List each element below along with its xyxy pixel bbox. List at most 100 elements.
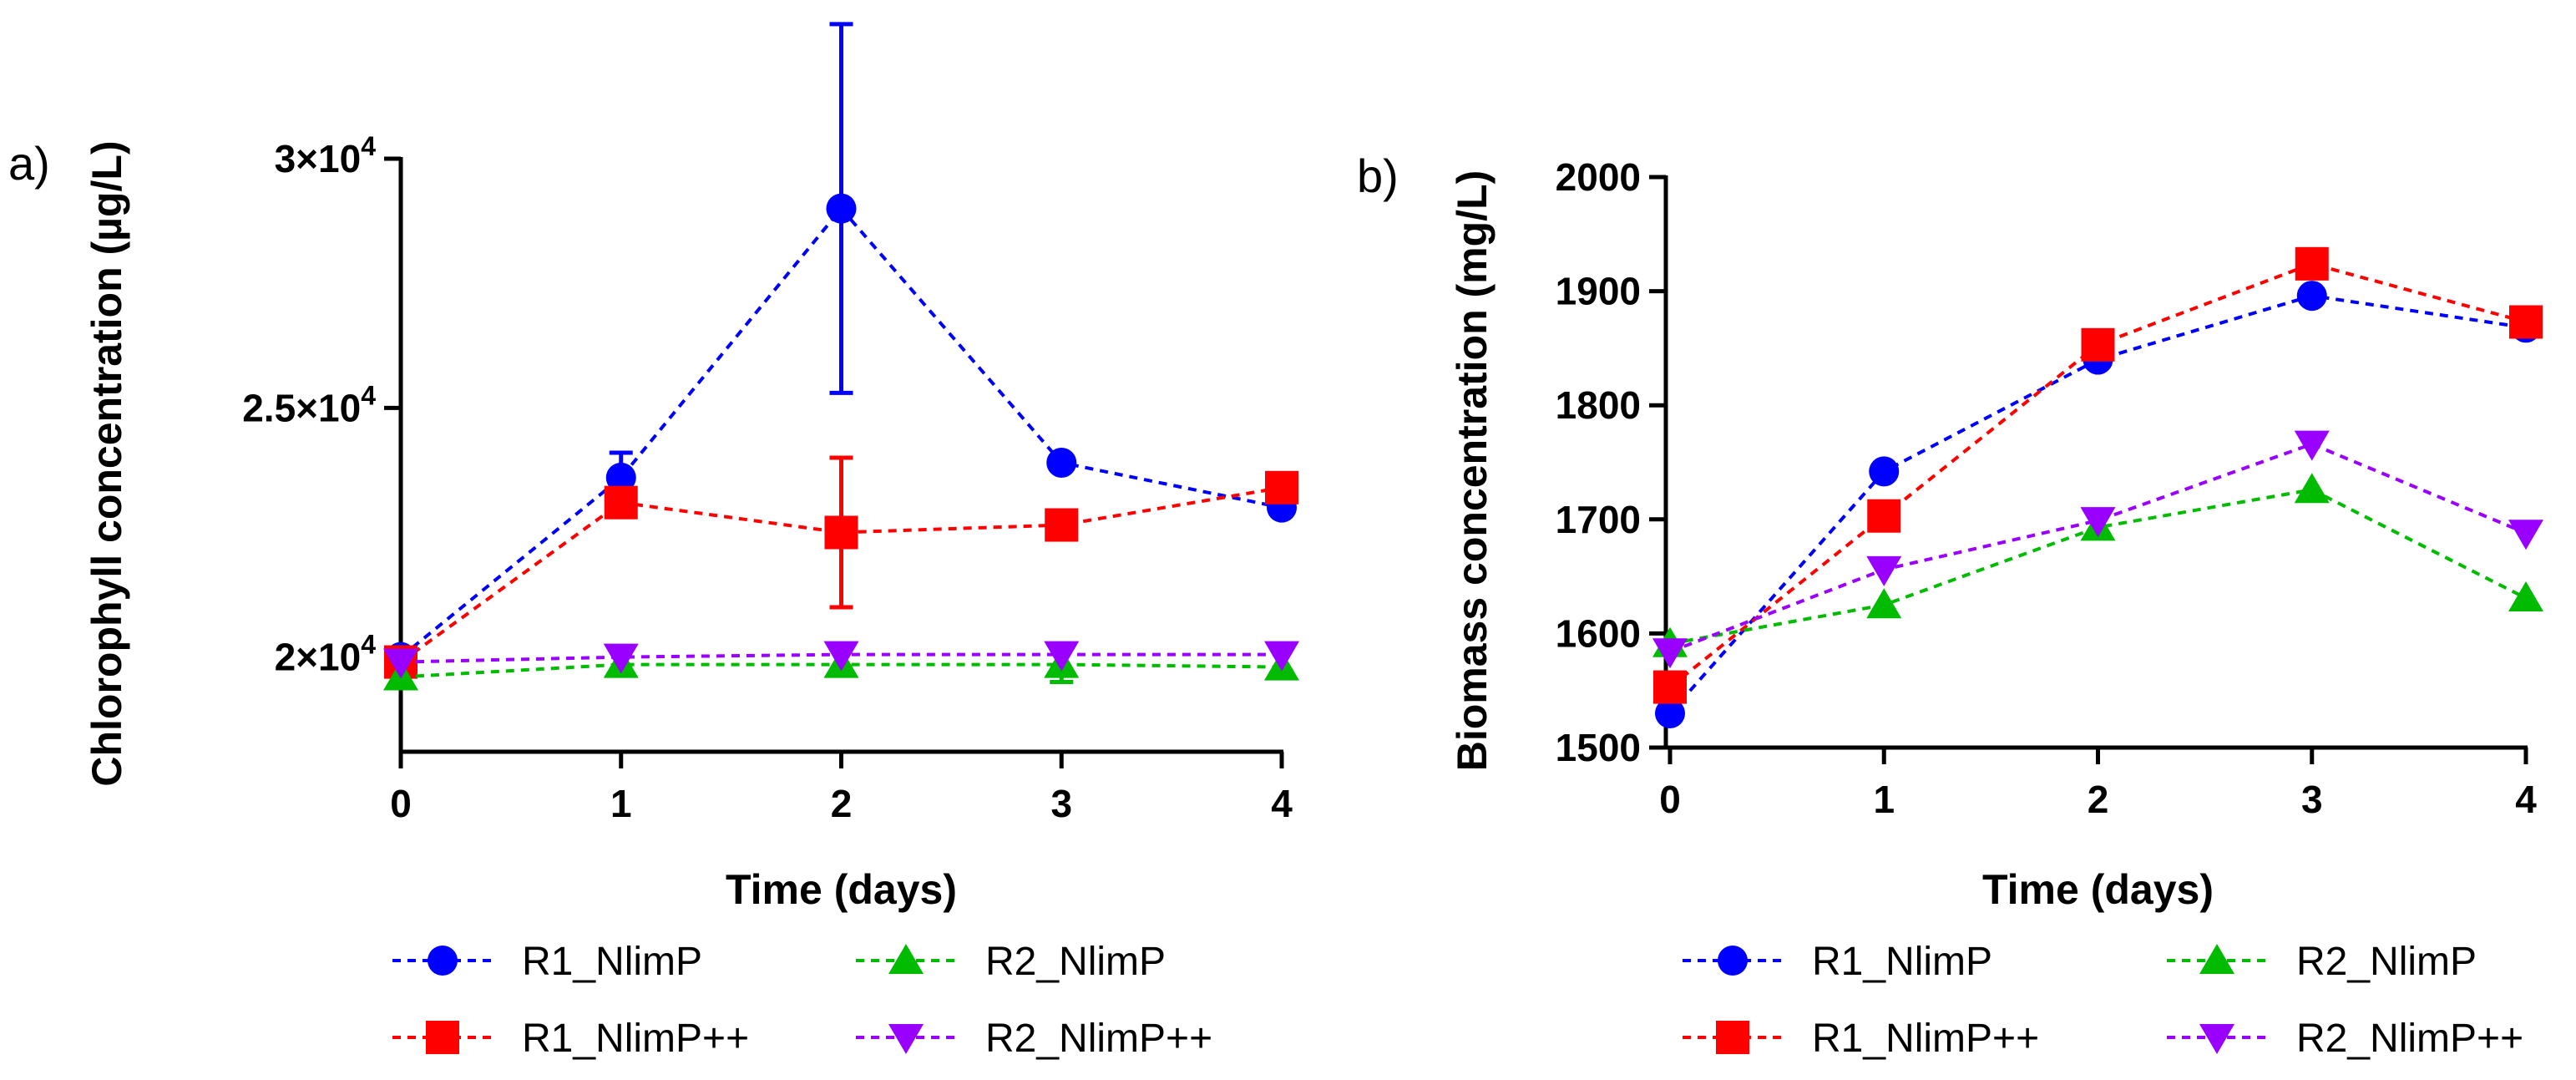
data-point [1866, 588, 1902, 619]
series-line [1668, 261, 2527, 689]
legend-label: R2_NlimP++ [985, 1017, 1212, 1061]
legend-label: R1_NlimP++ [522, 1017, 749, 1061]
data-point [824, 515, 858, 550]
data-point [2508, 581, 2543, 612]
y-tick-mantissa: 1800 [1556, 383, 1641, 427]
y-tick-label: 2.5×104 [242, 380, 376, 429]
legend-marker [428, 946, 458, 976]
y-tick-mantissa: 1900 [1556, 270, 1641, 313]
y-tick-label: 2×104 [275, 630, 377, 679]
y-tick-label: 1500 [1556, 726, 1641, 769]
series-line [1669, 442, 2527, 654]
data-point [605, 462, 636, 493]
y-tick-exponent: 4 [361, 380, 376, 410]
legend-marker [1718, 946, 1748, 976]
data-point [823, 641, 859, 672]
legend-marker [426, 1021, 459, 1054]
data-point [1045, 508, 1079, 542]
legend-marker [1716, 1021, 1749, 1054]
legend: R1_NlimP R1_NlimP++ R2_NlimP R2_NlimP++ [392, 940, 1212, 1061]
legend-marker [2199, 1024, 2234, 1054]
legend: R1_NlimP R1_NlimP++ R2_NlimP R2_NlimP++ [1683, 940, 2523, 1061]
series-R2_NlimP++ [383, 641, 1299, 679]
legend-marker [888, 944, 924, 974]
legend-item: R1_NlimP++ [392, 1017, 749, 1061]
y-tick-mantissa: 2×10 [275, 636, 362, 679]
data-point [2295, 246, 2329, 281]
y-axis-title: Biomass concentration (mg/L) [1449, 170, 1495, 772]
data-point [1867, 499, 1901, 533]
legend-item: R2_NlimP++ [2167, 1017, 2523, 1061]
x-tick-label: 4 [2515, 778, 2537, 821]
data-point [1264, 641, 1299, 672]
legend-label: R1_NlimP++ [1812, 1017, 2039, 1061]
legend-label: R1_NlimP [1812, 940, 1992, 984]
data-point [603, 643, 639, 674]
y-tick-label: 1600 [1556, 611, 1641, 655]
data-point [1265, 470, 1298, 505]
x-axis-title: Time (days) [1982, 866, 2214, 913]
x-tick-label: 0 [1659, 778, 1681, 821]
panel-letter: b) [1357, 150, 1399, 202]
y-tick-mantissa: 2000 [1556, 155, 1641, 199]
y-tick-label: 1700 [1556, 498, 1641, 541]
data-point [383, 648, 418, 679]
x-tick-label: 2 [2088, 778, 2109, 821]
legend-item: R2_NlimP [856, 940, 1166, 984]
data-point [1653, 670, 1687, 704]
data-point [1866, 555, 1902, 586]
panel-b-biomass-chart: b) 1500 1600 1700 1800 1900 2000 0 1 2 3 4 Time (day… [1357, 150, 2543, 1061]
series-line [1669, 488, 2527, 646]
y-tick-exponent: 4 [361, 630, 376, 660]
legend-item: R1_NlimP++ [1683, 1017, 2039, 1061]
data-point [2508, 520, 2543, 550]
legend-item: R2_NlimP [2167, 940, 2477, 984]
legend-label: R2_NlimP [985, 940, 1166, 984]
x-axis-title: Time (days) [726, 866, 957, 913]
x-tick-label: 1 [610, 782, 632, 825]
series-R1_NlimP++ [1653, 246, 2543, 704]
legend-label: R2_NlimP [2296, 940, 2477, 984]
data-point [1869, 456, 1900, 487]
x-tick-label: 2 [831, 782, 853, 825]
y-tick-label: 1900 [1556, 270, 1641, 313]
y-axis-title: Chlorophyll concentration (µg/L) [84, 140, 130, 786]
series-line [399, 485, 1283, 664]
legend-marker [888, 1024, 924, 1054]
data-point [2294, 473, 2330, 504]
data-point [2080, 507, 2116, 538]
x-tick-label: 1 [1873, 778, 1895, 821]
y-tick-mantissa: 1600 [1556, 611, 1641, 655]
y-tick-label: 1800 [1556, 383, 1641, 427]
legend-label: R1_NlimP [522, 940, 702, 984]
x-tick-label: 0 [390, 782, 412, 825]
data-point [2294, 430, 2330, 461]
legend-item: R1_NlimP [392, 940, 702, 984]
data-point [1044, 641, 1080, 672]
legend-marker [2199, 944, 2234, 974]
data-point [604, 485, 638, 520]
data-point [826, 193, 857, 224]
data-point [2081, 327, 2115, 362]
y-tick-mantissa: 1500 [1556, 726, 1641, 769]
series-R2_NlimP++ [1652, 430, 2543, 669]
x-tick-label: 3 [1050, 782, 1072, 825]
y-tick-mantissa: 2.5×10 [242, 386, 361, 429]
panel-letter: a) [8, 137, 50, 190]
y-tick-label: 2000 [1556, 155, 1641, 199]
y-tick-mantissa: 1700 [1556, 498, 1641, 541]
data-point [2296, 281, 2327, 312]
y-tick-mantissa: 3×10 [275, 137, 362, 180]
x-tick-label: 3 [2301, 778, 2323, 821]
data-point [2509, 305, 2543, 339]
data-point [1655, 698, 1685, 729]
x-tick-label: 4 [1271, 782, 1293, 825]
y-tick-exponent: 4 [361, 131, 376, 161]
legend-item: R2_NlimP++ [856, 1017, 1212, 1061]
data-point [1652, 638, 1688, 669]
legend-label: R2_NlimP++ [2296, 1017, 2523, 1061]
data-point [1046, 447, 1077, 478]
legend-item: R1_NlimP [1683, 940, 1992, 984]
